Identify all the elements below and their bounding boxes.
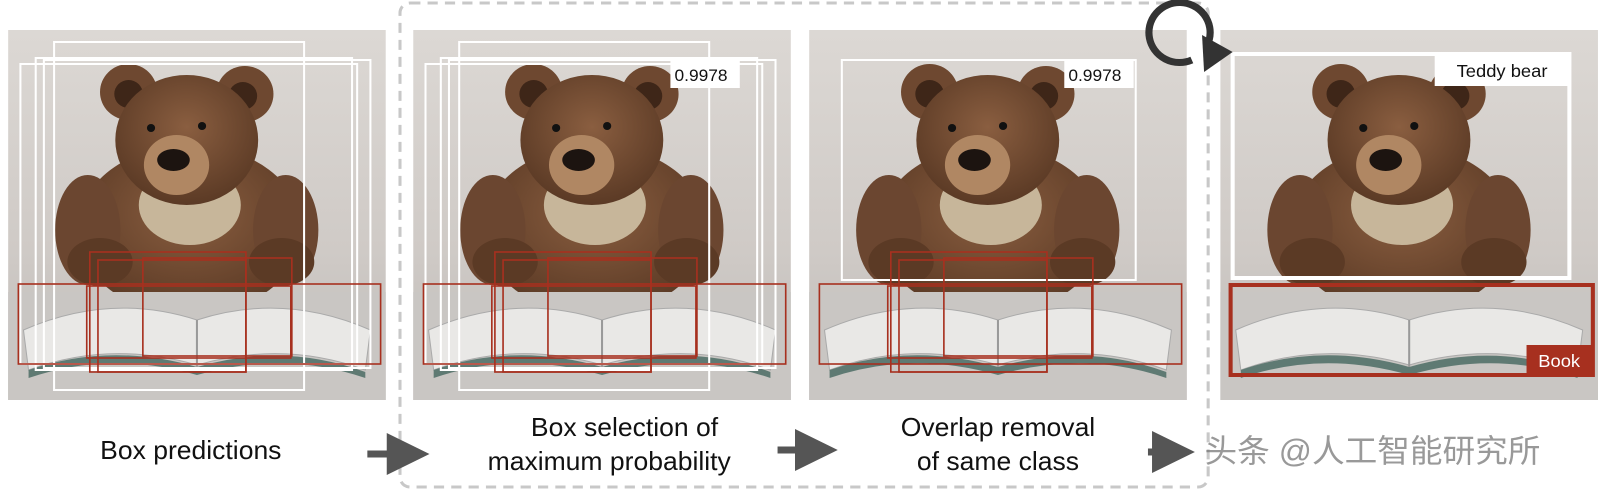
selection-frame	[398, 1, 1210, 489]
flow-arrows	[367, 429, 1195, 475]
panel-3: 0.9978	[808, 28, 1188, 402]
watermark: 头条 @人工智能研究所	[1204, 433, 1540, 469]
caption: of same class	[917, 446, 1079, 476]
caption: maximum probability	[488, 446, 732, 476]
panel-1	[7, 28, 387, 402]
caption: Overlap removal	[901, 412, 1096, 442]
score: 0.9978	[1068, 65, 1121, 85]
label-teddy: Teddy bear	[1457, 61, 1548, 81]
caption: Box predictions	[100, 435, 281, 465]
score: 0.9978	[674, 65, 727, 85]
panel-2: 0.9978	[412, 28, 792, 402]
cycle-arrow-head	[1202, 35, 1233, 72]
cycle-arrow	[1145, 0, 1214, 67]
panel-4: Teddy bear Book	[1219, 28, 1599, 402]
caption: Box selection of	[531, 412, 719, 442]
label-book: Book	[1538, 351, 1581, 371]
